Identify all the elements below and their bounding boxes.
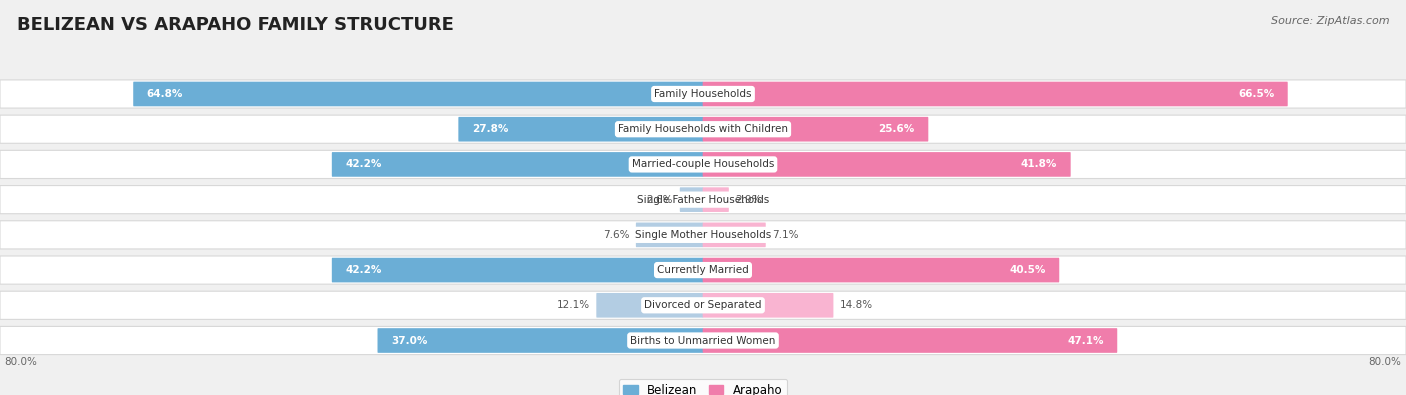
Text: Single Mother Households: Single Mother Households xyxy=(636,230,770,240)
FancyBboxPatch shape xyxy=(332,258,703,282)
FancyBboxPatch shape xyxy=(0,291,1406,320)
Text: 40.5%: 40.5% xyxy=(1010,265,1046,275)
Text: Family Households: Family Households xyxy=(654,89,752,99)
Text: Single Father Households: Single Father Households xyxy=(637,195,769,205)
Text: 41.8%: 41.8% xyxy=(1021,160,1057,169)
Text: 66.5%: 66.5% xyxy=(1237,89,1274,99)
Legend: Belizean, Arapaho: Belizean, Arapaho xyxy=(619,379,787,395)
Text: 14.8%: 14.8% xyxy=(841,300,873,310)
FancyBboxPatch shape xyxy=(0,150,1406,179)
FancyBboxPatch shape xyxy=(703,117,928,141)
Text: 80.0%: 80.0% xyxy=(1368,357,1402,367)
FancyBboxPatch shape xyxy=(0,80,1406,108)
FancyBboxPatch shape xyxy=(0,256,1406,284)
FancyBboxPatch shape xyxy=(134,82,703,106)
Text: 64.8%: 64.8% xyxy=(146,89,183,99)
FancyBboxPatch shape xyxy=(703,293,834,318)
FancyBboxPatch shape xyxy=(636,222,703,247)
FancyBboxPatch shape xyxy=(332,152,703,177)
Text: 12.1%: 12.1% xyxy=(557,300,589,310)
FancyBboxPatch shape xyxy=(703,82,1288,106)
Text: Source: ZipAtlas.com: Source: ZipAtlas.com xyxy=(1271,16,1389,26)
Text: 42.2%: 42.2% xyxy=(346,265,381,275)
FancyBboxPatch shape xyxy=(458,117,703,141)
Text: 37.0%: 37.0% xyxy=(391,335,427,346)
Text: 80.0%: 80.0% xyxy=(4,357,38,367)
FancyBboxPatch shape xyxy=(703,187,728,212)
FancyBboxPatch shape xyxy=(596,293,703,318)
Text: BELIZEAN VS ARAPAHO FAMILY STRUCTURE: BELIZEAN VS ARAPAHO FAMILY STRUCTURE xyxy=(17,16,454,34)
FancyBboxPatch shape xyxy=(703,258,1059,282)
FancyBboxPatch shape xyxy=(377,328,703,353)
FancyBboxPatch shape xyxy=(703,222,766,247)
Text: Currently Married: Currently Married xyxy=(657,265,749,275)
Text: 7.1%: 7.1% xyxy=(772,230,799,240)
Text: 42.2%: 42.2% xyxy=(346,160,381,169)
Text: 2.6%: 2.6% xyxy=(647,195,673,205)
Text: 47.1%: 47.1% xyxy=(1067,335,1104,346)
Text: Divorced or Separated: Divorced or Separated xyxy=(644,300,762,310)
Text: Married-couple Households: Married-couple Households xyxy=(631,160,775,169)
Text: 2.9%: 2.9% xyxy=(735,195,762,205)
Text: 7.6%: 7.6% xyxy=(603,230,630,240)
FancyBboxPatch shape xyxy=(0,326,1406,355)
Text: Family Households with Children: Family Households with Children xyxy=(619,124,787,134)
Text: 27.8%: 27.8% xyxy=(472,124,508,134)
FancyBboxPatch shape xyxy=(0,221,1406,249)
FancyBboxPatch shape xyxy=(703,152,1071,177)
Text: 25.6%: 25.6% xyxy=(879,124,915,134)
FancyBboxPatch shape xyxy=(703,328,1118,353)
FancyBboxPatch shape xyxy=(681,187,703,212)
FancyBboxPatch shape xyxy=(0,186,1406,214)
FancyBboxPatch shape xyxy=(0,115,1406,143)
Text: Births to Unmarried Women: Births to Unmarried Women xyxy=(630,335,776,346)
